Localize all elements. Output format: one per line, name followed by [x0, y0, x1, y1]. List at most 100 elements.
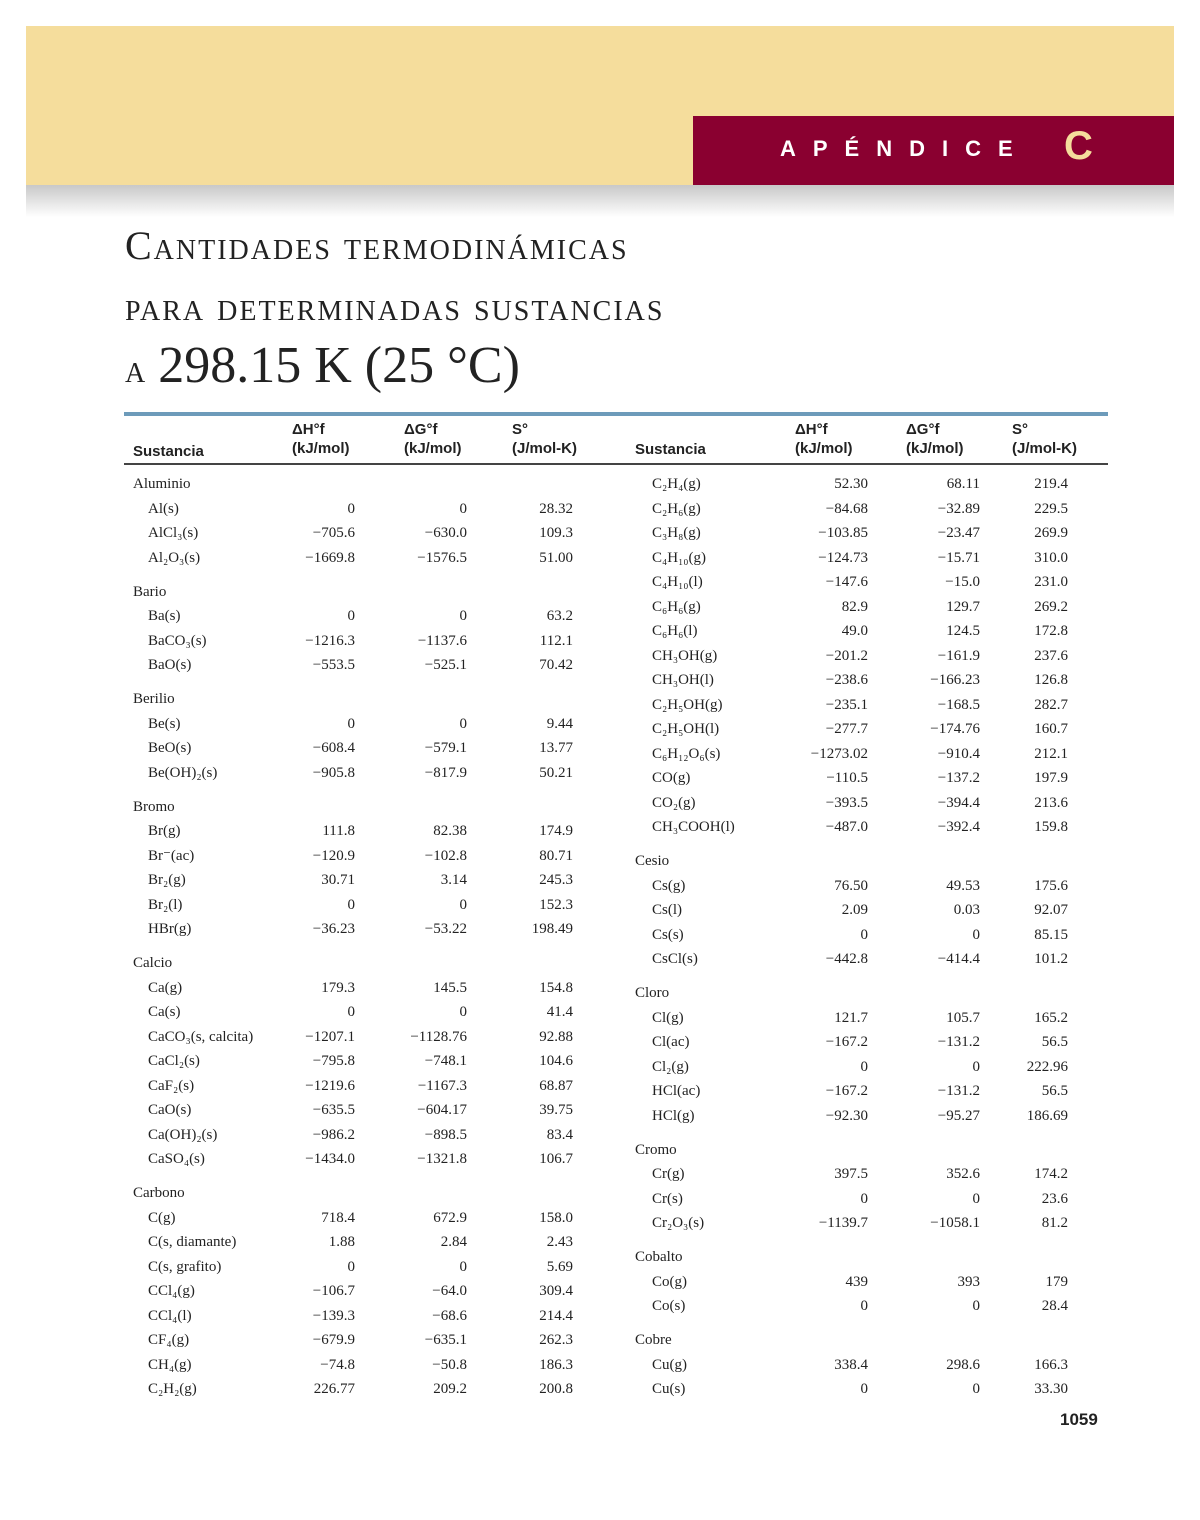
table-row: Cl(g) 121.7 105.7 165.2: [635, 1006, 1115, 1031]
s-cell: 28.32: [539, 500, 573, 517]
dh-symbol: ΔH°f: [292, 421, 325, 438]
substance-cell: HBr(g): [148, 921, 192, 937]
element-group: Bromo Br(g) 111.8 82.38 174.9 Br⁻(ac) −120.9 −1…: [133, 795, 613, 942]
dh-cell: 82.9: [841, 598, 868, 615]
dg-cell: −817.9: [424, 764, 467, 781]
dh-cell: 0: [347, 1004, 356, 1020]
dg-cell: −161.9: [937, 647, 980, 664]
group-name: Bario: [133, 583, 167, 600]
dg-cell: −748.1: [424, 1053, 467, 1069]
s-cell: 245.3: [539, 872, 573, 888]
dg-cell: 352.6: [946, 1166, 980, 1182]
table-row: Cs(g) 76.50 49.53 175.6: [635, 874, 1115, 899]
dh-cell: 439: [845, 1273, 869, 1290]
dh-cell: 49.0: [841, 623, 868, 639]
substance-cell: HCl(g): [652, 1107, 695, 1124]
dg-cell: 0: [459, 896, 468, 913]
substance-cell: Co(g): [652, 1273, 687, 1290]
substance-cell: Cs(g): [652, 877, 686, 894]
substance-cell: C₆H₁₂O₆(s): [652, 745, 721, 762]
table-row: BaO(s) −553.5 −525.1 70.42: [133, 653, 613, 678]
table-left-column: Aluminio Al(s) 0 0 28.32 AlCl₃(s) −705.6 −630.0…: [133, 472, 613, 1402]
dh-cell: −147.6: [825, 574, 868, 590]
table-row: C₃H₈(g) −103.85 −23.47 269.9: [635, 521, 1115, 546]
substance-cell: Cr(g): [652, 1166, 685, 1182]
s-cell: 237.6: [1034, 647, 1068, 664]
table-row: Ca(s) 0 0 41.4: [133, 1000, 613, 1025]
dh-cell: −277.7: [825, 721, 868, 737]
dg-unit: (kJ/mol): [906, 440, 964, 457]
dg-cell: −1137.6: [417, 632, 467, 649]
substance-cell: Cs(l): [652, 902, 682, 918]
dg-cell: 0: [972, 1298, 981, 1314]
substance-cell: Cu(g): [652, 1356, 687, 1373]
dg-symbol: ΔG°f: [906, 421, 940, 438]
group-header: Bario: [133, 580, 613, 605]
s-cell: 63.2: [546, 608, 573, 624]
dh-cell: −120.9: [312, 847, 355, 864]
table-row: Cs(s) 0 0 85.15: [635, 923, 1115, 948]
s-cell: 2.43: [546, 1234, 573, 1250]
header-rule: [124, 463, 1108, 465]
table-row: Br(g) 111.8 82.38 174.9: [133, 819, 613, 844]
dg-cell: −525.1: [424, 657, 467, 673]
dh-cell: −442.8: [825, 951, 868, 967]
substance-cell: Al(s): [148, 500, 179, 517]
s-cell: 282.7: [1034, 696, 1068, 713]
substance-cell: C₆H₆(g): [652, 598, 701, 615]
dh-unit: (kJ/mol): [795, 440, 853, 457]
dh-cell: 179.3: [321, 979, 355, 996]
element-group: Berilio Be(s) 0 0 9.44 BeO(s) −608.4 −579.1 13.7…: [133, 687, 613, 785]
substance-cell: C₄H₁₀(l): [652, 574, 703, 590]
dg-cell: 2.84: [440, 1234, 467, 1250]
dh-cell: −1207.1: [305, 1028, 355, 1045]
s-cell: 179: [1045, 1273, 1069, 1290]
s-cell: 213.6: [1034, 794, 1068, 811]
substance-cell: Cl(ac): [652, 1034, 690, 1050]
s-cell: 309.4: [539, 1283, 573, 1299]
table-row: Br⁻(ac) −120.9 −102.8 80.71: [133, 844, 613, 869]
substance-cell: Cu(s): [652, 1381, 686, 1397]
s-cell: 85.15: [1034, 926, 1068, 943]
s-cell: 159.8: [1034, 819, 1068, 835]
substance-cell: CsCl(s): [652, 951, 698, 967]
s-cell: 56.5: [1041, 1083, 1068, 1099]
group-header: Calcio: [133, 951, 613, 976]
dg-cell: −15.71: [937, 549, 980, 566]
dg-cell: −174.76: [930, 721, 980, 737]
table-row: C(g) 718.4 672.9 158.0: [133, 1206, 613, 1231]
s-cell: 51.00: [539, 549, 573, 566]
dg-cell: −131.2: [937, 1034, 980, 1050]
dh-cell: −986.2: [312, 1126, 355, 1143]
header-shadow: [26, 185, 1174, 217]
dg-cell: 0: [459, 1004, 468, 1020]
s-cell: 269.2: [1034, 598, 1068, 615]
element-group: Cobalto Co(g) 439 393 179 Co(s) 0 0 28.4: [635, 1245, 1115, 1319]
s-cell: 165.2: [1034, 1009, 1068, 1026]
col-header-dh-right: ΔH°f (kJ/mol): [795, 420, 853, 458]
group-header: Cesio: [635, 849, 1115, 874]
dg-cell: −53.22: [424, 921, 467, 937]
element-group: Carbono C(g) 718.4 672.9 158.0 C(s, diamante)…: [133, 1181, 613, 1402]
dg-cell: 82.38: [433, 823, 467, 839]
group-header: Carbono: [133, 1181, 613, 1206]
dg-cell: 3.14: [440, 872, 467, 888]
substance-cell: C₂H₅OH(l): [652, 721, 720, 737]
title-prefix: a: [125, 346, 146, 391]
col-header-dg-right: ΔG°f (kJ/mol): [906, 420, 964, 458]
dg-cell: 209.2: [433, 1381, 467, 1397]
table-row: Be(OH)₂(s) −905.8 −817.9 50.21: [133, 761, 613, 786]
group-name: Carbono: [133, 1185, 185, 1201]
dh-cell: −608.4: [312, 740, 355, 756]
dg-cell: −64.0: [432, 1283, 467, 1299]
table-row: Cr₂O₃(s) −1139.7 −1058.1 81.2: [635, 1211, 1115, 1236]
s-cell: 83.4: [546, 1126, 573, 1143]
table-row: Cu(s) 0 0 33.30: [635, 1377, 1115, 1402]
element-group: Aluminio Al(s) 0 0 28.32 AlCl₃(s) −705.6 −630.0…: [133, 472, 613, 570]
table-row: C₄H₁₀(l) −147.6 −15.0 231.0: [635, 570, 1115, 595]
table-row: CaCl₂(s) −795.8 −748.1 104.6: [133, 1049, 613, 1074]
table-right-column: C₂H₄(g) 52.30 68.11 219.4 C₂H₆(g) −84.68 −32.8…: [635, 472, 1115, 1402]
substance-cell: Br(g): [148, 823, 181, 839]
substance-cell: AlCl₃(s): [148, 525, 199, 541]
table-row: C₂H₅OH(l) −277.7 −174.76 160.7: [635, 717, 1115, 742]
